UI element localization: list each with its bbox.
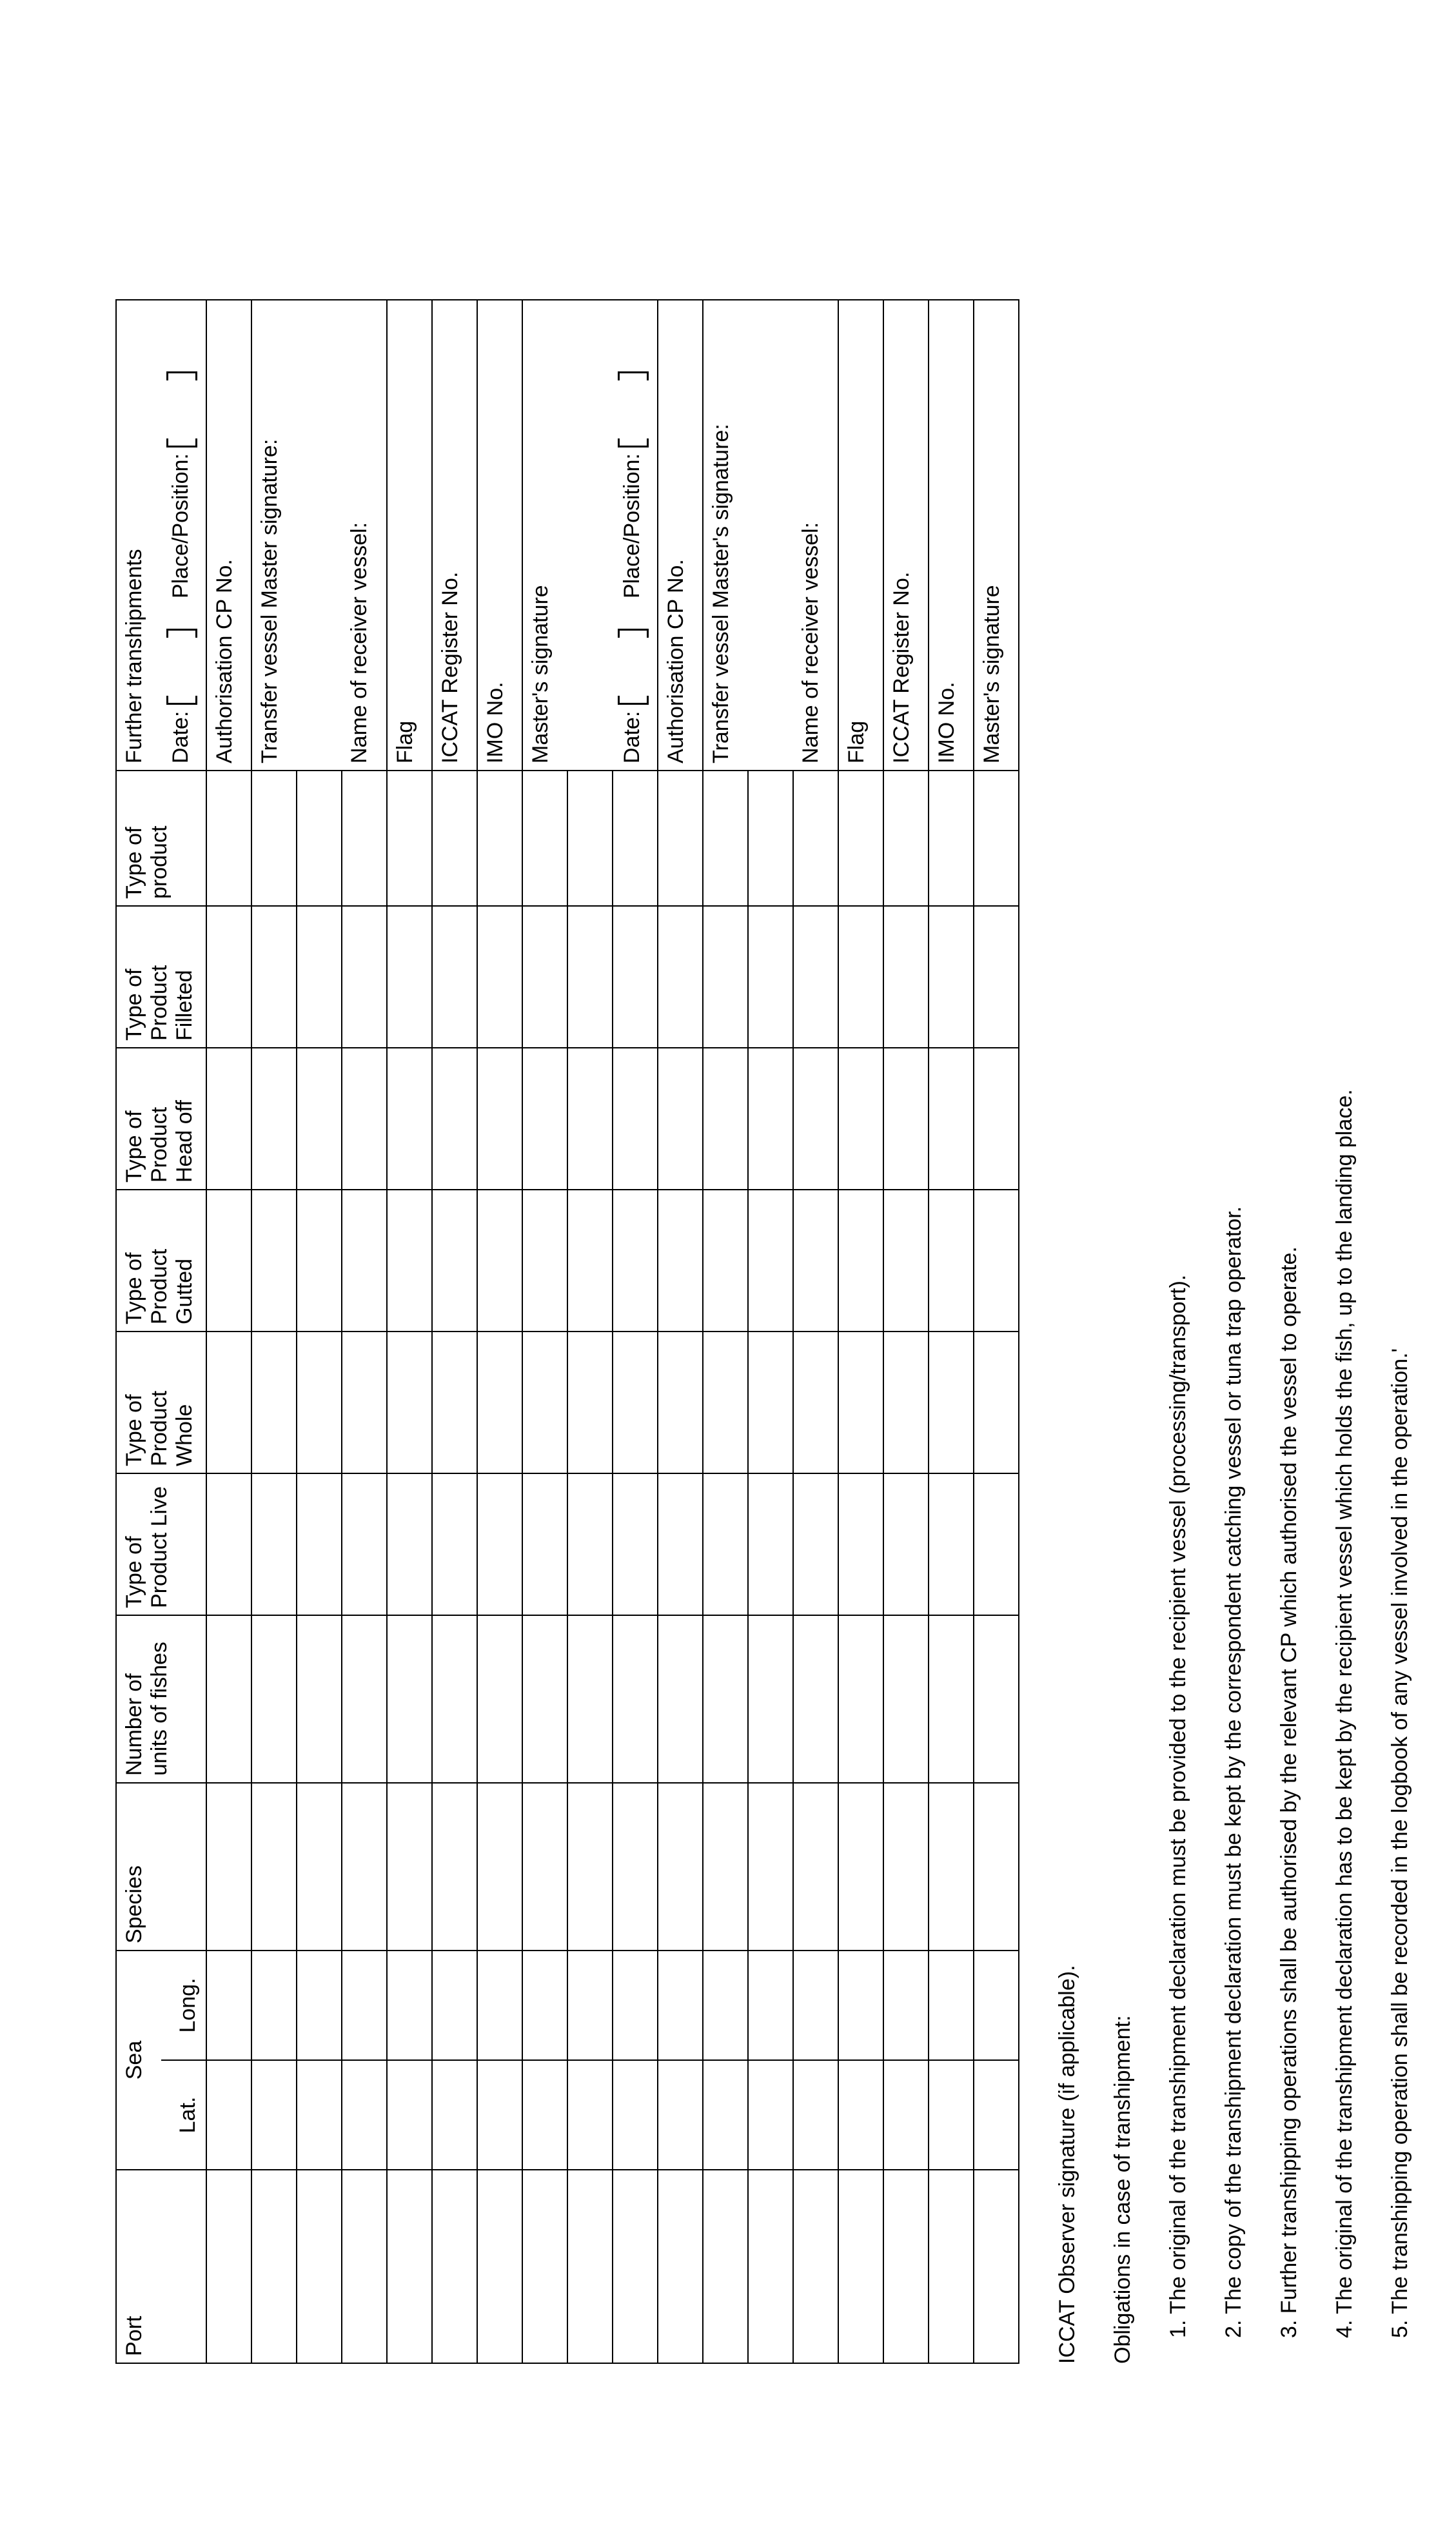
bracket-place-2 — [618, 371, 649, 447]
right-imo-1: IMO No. — [477, 300, 522, 771]
col-lat: Lat. — [161, 2060, 206, 2170]
right-imo-2: IMO No. — [929, 300, 974, 771]
right-iccat-2: ICCAT Register No. — [883, 300, 929, 771]
right-auth-1: Authorisation CP No. — [206, 300, 251, 771]
right-blank — [567, 300, 613, 771]
col-whole: Type of Product Whole — [116, 1332, 206, 1473]
page: Port Sea Species Number of units of fish… — [0, 0, 1456, 2536]
col-units: Number of units of fishes — [116, 1615, 206, 1783]
right-flag-2: Flag — [838, 300, 883, 771]
label-date-2: Date: — [620, 711, 644, 763]
col-live: Type of Product Live — [116, 1473, 206, 1615]
transhipment-table: Port Sea Species Number of units of fish… — [115, 299, 1019, 2364]
label-place-2: Place/Position: — [620, 453, 644, 598]
right-blank — [748, 300, 793, 771]
label-place: Place/Position: — [168, 453, 193, 598]
right-receiver-1: Name of receiver vessel: — [342, 300, 387, 771]
right-further: Further transhipments — [116, 300, 161, 771]
footer-item-3: 3. Further transhipping operations shall… — [1267, 172, 1311, 2364]
bracket-date-2 — [618, 629, 649, 705]
right-transfer-sig-1: Transfer vessel Master signature: — [251, 300, 297, 771]
col-headoff: Type of Product Head off — [116, 1048, 206, 1190]
col-typeproduct: Type of product — [116, 771, 206, 906]
footer-item-4: 4. The original of the transhipment decl… — [1323, 172, 1366, 2364]
col-port: Port — [116, 2170, 206, 2363]
right-transfer-sig-2: Transfer vessel Master's signature: — [703, 300, 748, 771]
col-species: Species — [116, 1783, 206, 1951]
right-blank — [297, 300, 342, 771]
footer-item-5: 5. The transhipping operation shall be r… — [1378, 172, 1422, 2364]
right-master-sig-1: Master's signature — [522, 300, 567, 771]
col-sea: Sea — [116, 1951, 161, 2170]
bracket-place-1 — [166, 371, 197, 447]
rotated-container: Port Sea Species Number of units of fish… — [115, 172, 1341, 2364]
footer-item-1: 1. The original of the transhipment decl… — [1156, 172, 1200, 2364]
footer-item-2: 2. The copy of the transhipment declarat… — [1212, 172, 1255, 2364]
label-date: Date: — [168, 711, 193, 763]
right-auth-2: Authorisation CP No. — [658, 300, 703, 771]
col-filleted: Type of Product Filleted — [116, 906, 206, 1048]
right-flag-1: Flag — [387, 300, 432, 771]
footer: ICCAT Observer signature (if applicable)… — [1045, 172, 1422, 2364]
col-long: Long. — [161, 1951, 206, 2060]
right-receiver-2: Name of receiver vessel: — [793, 300, 838, 771]
footer-obligations-title: Obligations in case of transhipment: — [1101, 172, 1145, 2364]
footer-observer: ICCAT Observer signature (if applicable)… — [1045, 172, 1089, 2364]
right-master-sig-2: Master's signature — [974, 300, 1019, 771]
right-iccat-1: ICCAT Register No. — [432, 300, 477, 771]
right-date-place-2: Date: Place/Position: — [613, 300, 658, 771]
col-gutted: Type of Product Gutted — [116, 1190, 206, 1332]
bracket-date-1 — [166, 629, 197, 705]
right-date-place-1: Date: Place/Position: — [161, 300, 206, 771]
